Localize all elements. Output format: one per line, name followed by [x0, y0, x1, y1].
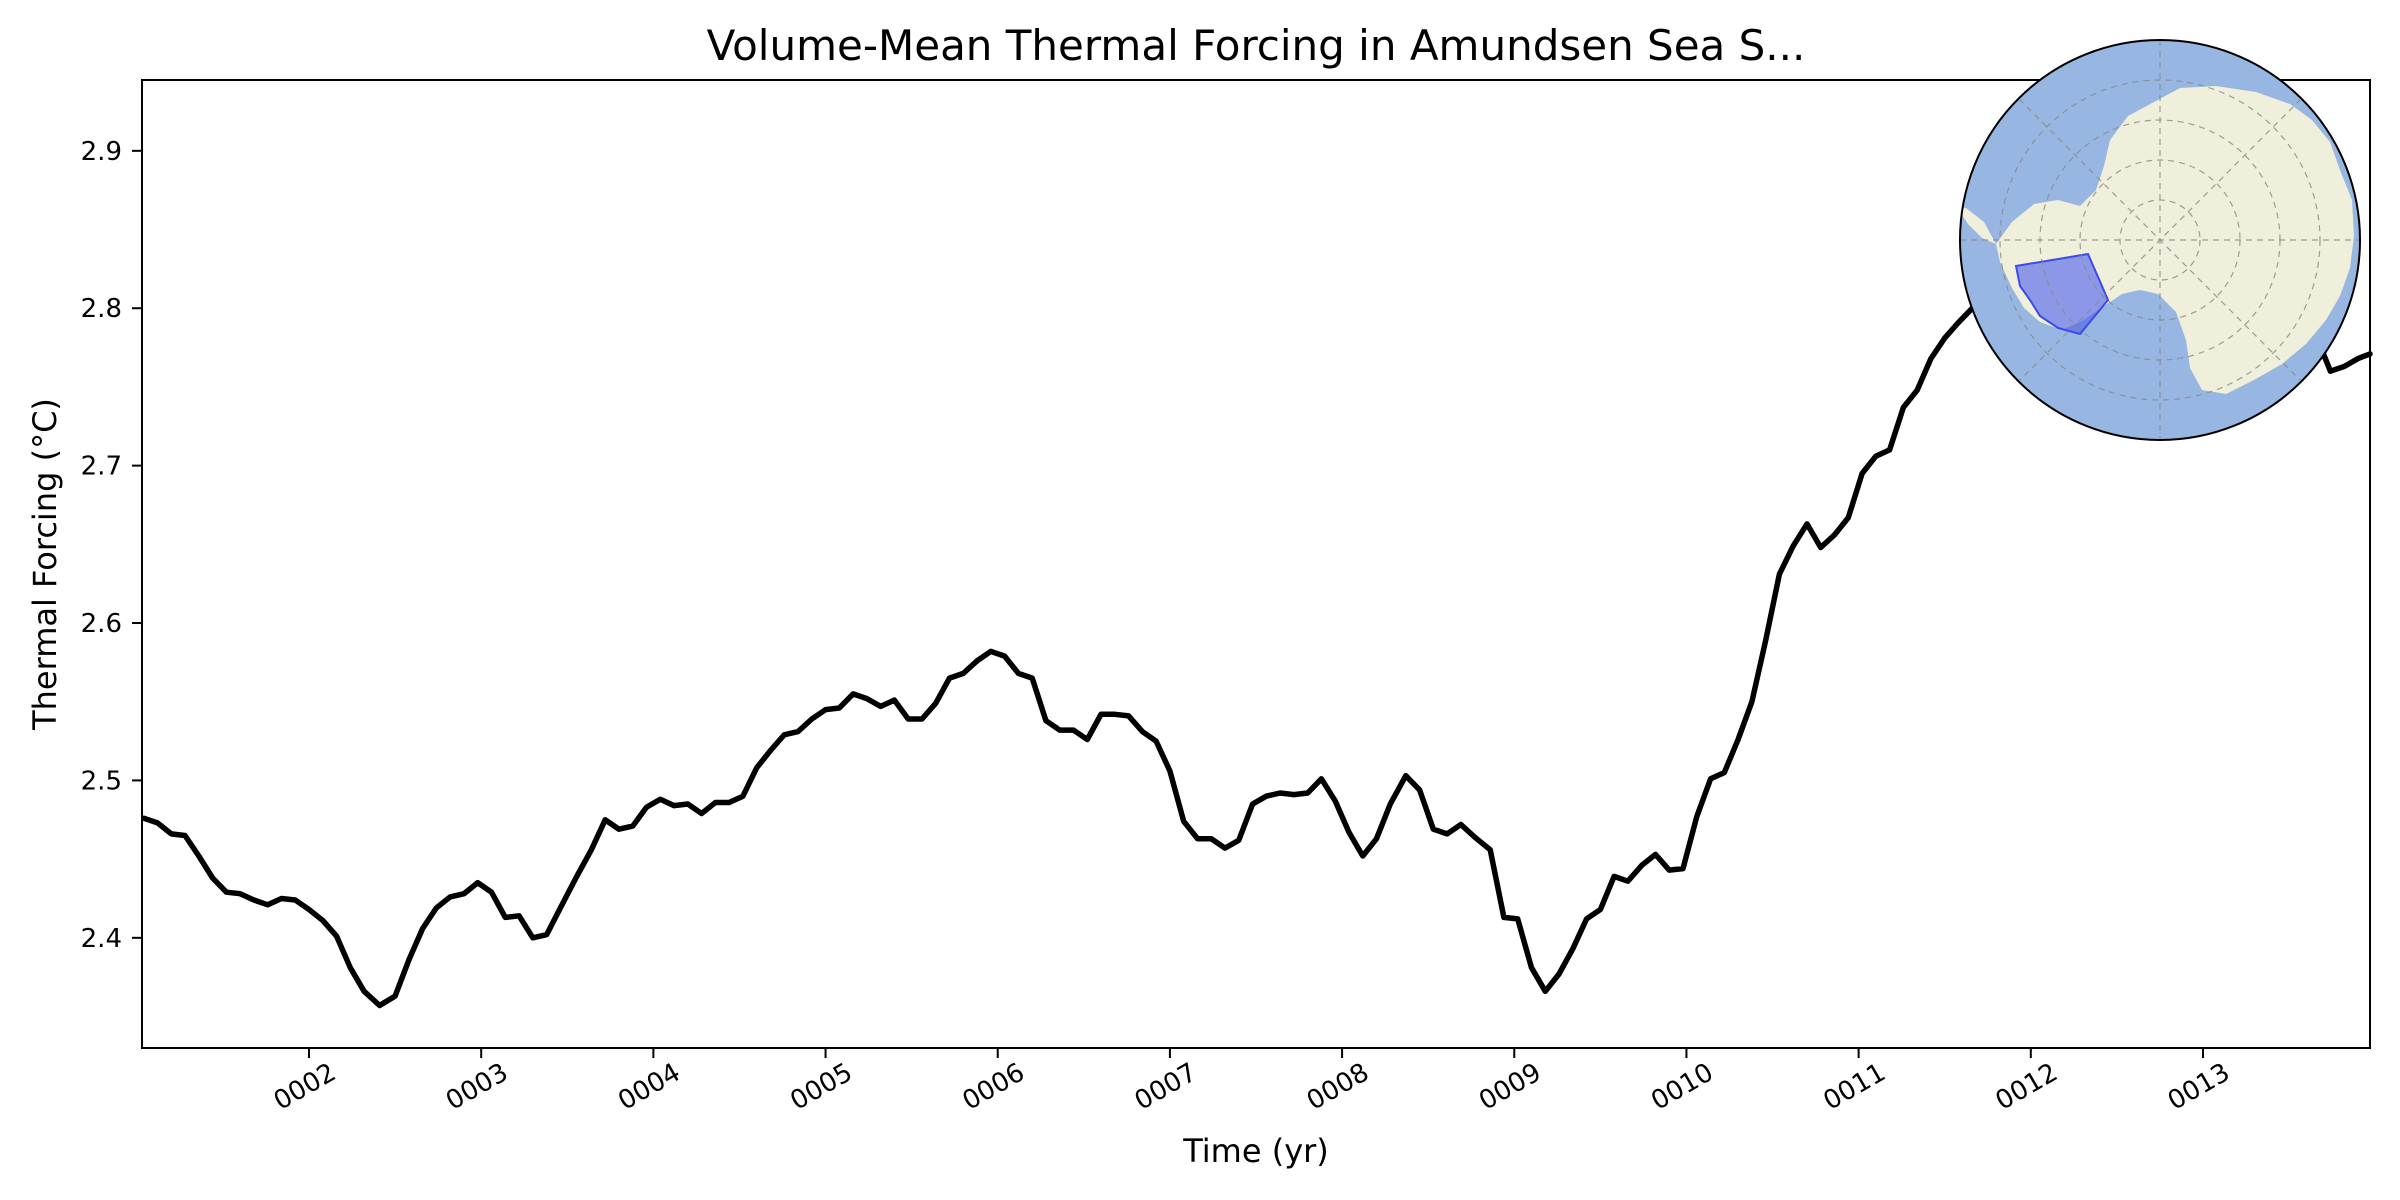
- x-tick-label: 0005: [785, 1058, 857, 1117]
- y-tick-label: 2.9: [81, 137, 122, 167]
- x-tick-label: 0012: [1991, 1058, 2063, 1117]
- map-border: [1959, 39, 2361, 441]
- antarctica-inset-map: [1959, 39, 2361, 441]
- x-tick-label: 0008: [1302, 1058, 1374, 1117]
- axes-frame: [141, 79, 2371, 1049]
- x-axis-label: Time (yr): [1182, 1132, 1329, 1170]
- x-tick-label: 0007: [1130, 1058, 1202, 1117]
- y-tick-label: 2.7: [81, 452, 122, 482]
- map-gridlines: [1960, 40, 2360, 440]
- x-tick-label: 0002: [269, 1058, 341, 1117]
- amundsen-sea-region: [2014, 252, 2110, 336]
- y-tick-label: 2.8: [81, 294, 122, 324]
- x-tick-label: 0004: [613, 1058, 685, 1117]
- x-tick-label: 0006: [958, 1058, 1030, 1117]
- x-tick-label: 0013: [2163, 1058, 2235, 1117]
- x-tick-label: 0009: [1474, 1058, 1546, 1117]
- x-tick-label: 0011: [1818, 1058, 1890, 1117]
- y-tick-label: 2.6: [81, 609, 122, 639]
- y-tick-label: 2.5: [81, 766, 122, 796]
- antarctic-peninsula: [1960, 206, 1996, 244]
- x-tick-label: 0010: [1646, 1058, 1718, 1117]
- y-tick-label: 2.4: [81, 924, 122, 954]
- chart-title: Volume-Mean Thermal Forcing in Amundsen …: [707, 21, 1806, 70]
- y-axis-label: Thermal Forcing (°C): [26, 398, 64, 731]
- x-tick-label: 0003: [441, 1058, 513, 1117]
